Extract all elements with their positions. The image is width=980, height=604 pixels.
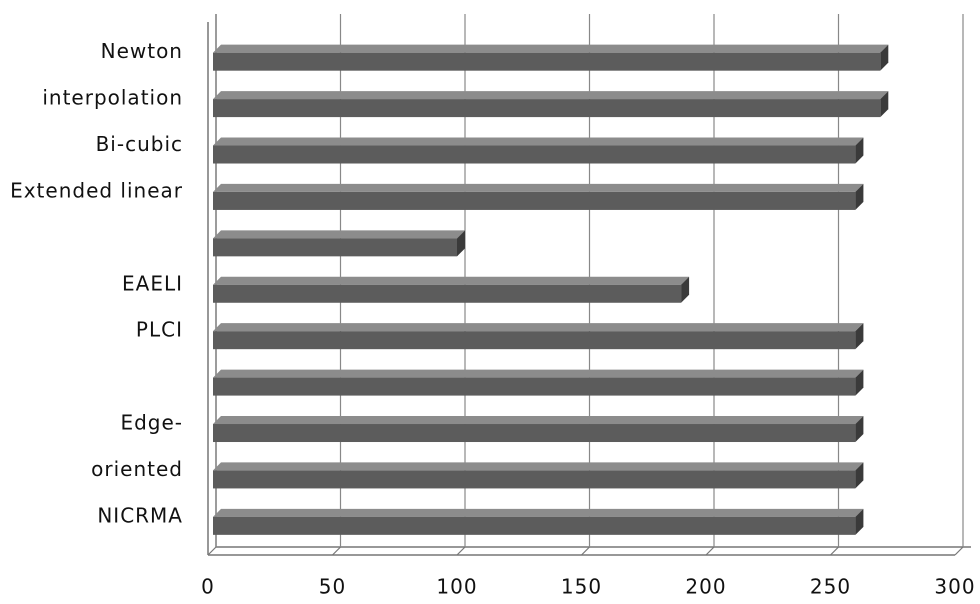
x-tick-label: 300 [934, 575, 975, 599]
bar-top [213, 276, 690, 285]
bar-end [855, 369, 864, 396]
grid-floor [332, 546, 341, 556]
bar-top [213, 416, 864, 425]
bar-top [213, 44, 889, 53]
x-tick-label: 0 [201, 575, 215, 599]
bar-end [855, 416, 864, 443]
bar [213, 284, 682, 303]
x-tick-label: 100 [436, 575, 477, 599]
y-tick-label: Extended linear [10, 178, 183, 202]
x-tick-label: 250 [810, 575, 851, 599]
bar [213, 238, 457, 257]
y-tick-label: Newton [101, 39, 183, 63]
grid-floor [207, 546, 217, 556]
grid-floor [581, 546, 590, 556]
bar [213, 191, 856, 210]
bar [213, 424, 856, 443]
bar-end [855, 508, 864, 535]
bar-top [213, 230, 465, 239]
x-tick-label: 50 [319, 575, 346, 599]
bar [213, 331, 856, 350]
grid-floor [830, 546, 839, 556]
bar-top [213, 462, 864, 471]
bar-top [213, 369, 864, 378]
bar-end [855, 462, 864, 489]
bar-top [213, 323, 864, 332]
bar [213, 52, 881, 71]
y-tick-label: NICRMA [97, 503, 183, 527]
bar-end [855, 323, 864, 350]
bar [213, 470, 856, 489]
bar-end [855, 183, 864, 210]
y-tick-label: EAELI [122, 271, 183, 295]
x-tick-label: 150 [561, 575, 602, 599]
bar-end [457, 230, 465, 257]
grid-floor [954, 546, 964, 556]
y-tick-label: Bi-cubic [96, 132, 183, 156]
bar-end [880, 91, 889, 118]
y-tick-label: Edge- [120, 411, 183, 435]
bar [213, 145, 856, 164]
bar-top [213, 183, 864, 192]
y-tick-label: PLCI [136, 318, 183, 342]
bar-end [681, 276, 690, 303]
y-tick-label: oriented [91, 457, 183, 481]
bar-top [213, 508, 864, 517]
bar [213, 99, 881, 118]
x-tick-label: 200 [685, 575, 726, 599]
grid-floor [456, 546, 466, 556]
bar [213, 377, 856, 396]
bar-end [855, 137, 864, 164]
grid-floor [705, 546, 715, 556]
bar [213, 516, 856, 535]
y-tick-label: interpolation [42, 86, 183, 110]
bar-top [213, 137, 864, 146]
bar-end [880, 44, 889, 71]
bar-top [213, 91, 889, 100]
